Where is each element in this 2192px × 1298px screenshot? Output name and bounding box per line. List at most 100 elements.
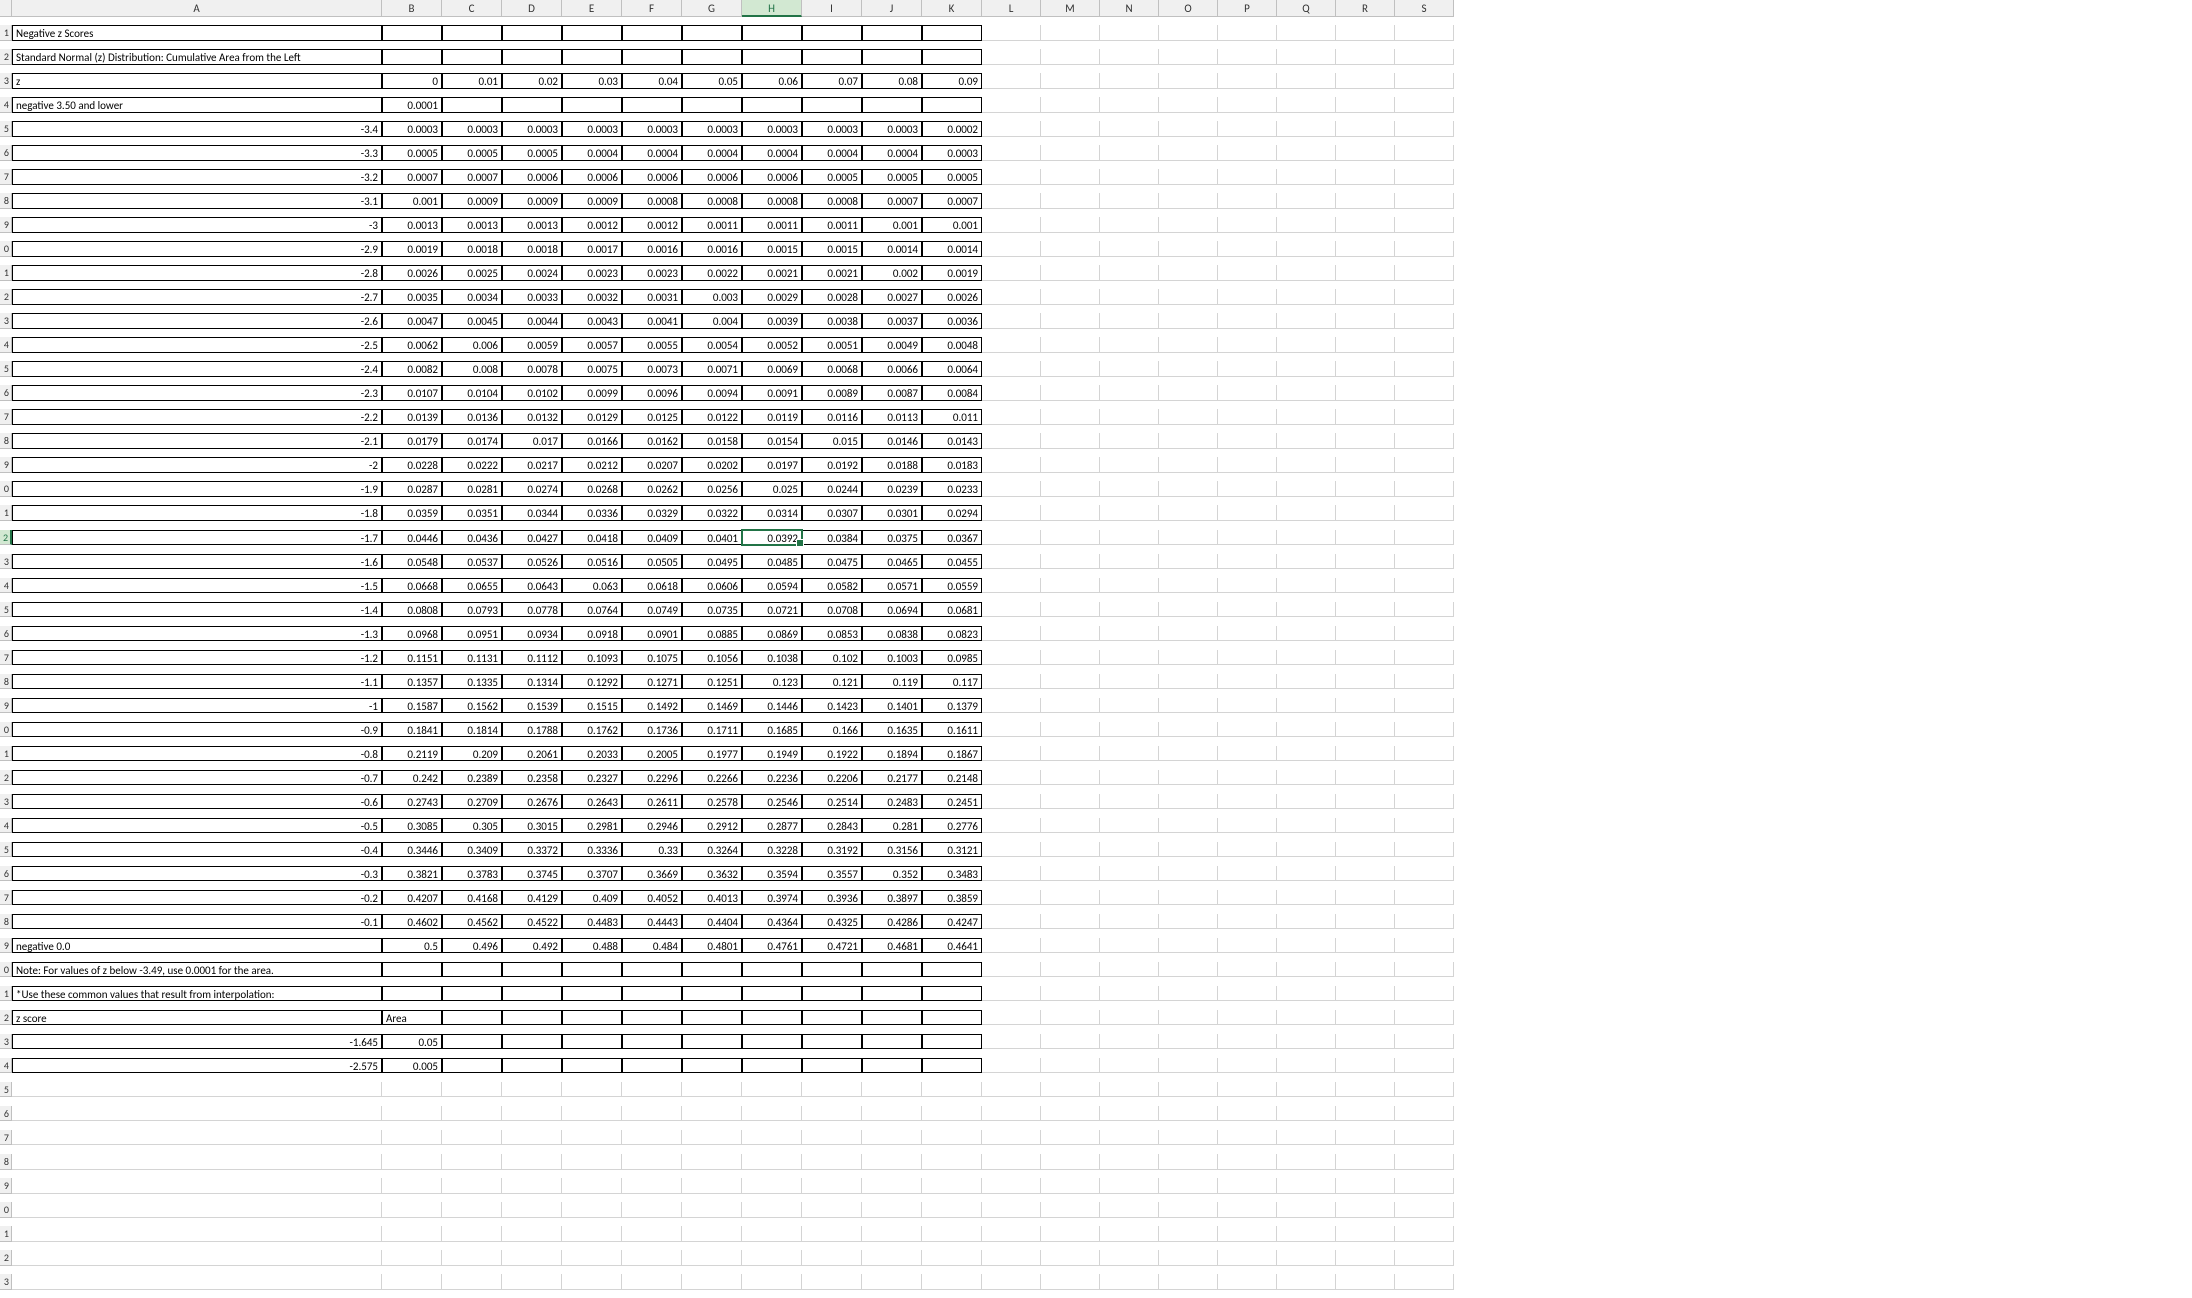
cell-C17[interactable]: 0.0136 — [442, 409, 502, 425]
cell-M32[interactable] — [1041, 770, 1100, 786]
cell-O24[interactable] — [1159, 578, 1218, 594]
cell-R34[interactable] — [1336, 818, 1395, 834]
cell-H27[interactable]: 0.1038 — [742, 650, 802, 666]
cell-I4[interactable] — [802, 97, 862, 113]
cell-M5[interactable] — [1041, 121, 1100, 137]
cell-D4[interactable] — [502, 97, 562, 113]
cell-M45[interactable] — [1041, 1082, 1100, 1098]
cell-E20[interactable]: 0.0268 — [562, 481, 622, 497]
cell-F3[interactable]: 0.04 — [622, 73, 682, 89]
cell-L47[interactable] — [982, 1130, 1041, 1146]
cell-S20[interactable] — [1395, 481, 1454, 497]
cell-E39[interactable]: 0.488 — [562, 938, 622, 954]
cell-B28[interactable]: 0.1357 — [382, 674, 442, 690]
cell-J40[interactable] — [862, 962, 922, 978]
cell-S2[interactable] — [1395, 49, 1454, 65]
cell-H16[interactable]: 0.0091 — [742, 385, 802, 401]
cell-N27[interactable] — [1100, 650, 1159, 666]
cell-D35[interactable]: 0.3372 — [502, 842, 562, 858]
cell-G50[interactable] — [682, 1202, 742, 1218]
cell-H32[interactable]: 0.2236 — [742, 770, 802, 786]
cell-O23[interactable] — [1159, 554, 1218, 570]
cell-G8[interactable]: 0.0008 — [682, 193, 742, 209]
cell-C50[interactable] — [442, 1202, 502, 1218]
cell-F37[interactable]: 0.4052 — [622, 890, 682, 906]
cell-L44[interactable] — [982, 1058, 1041, 1074]
cell-J37[interactable]: 0.3897 — [862, 890, 922, 906]
cell-J11[interactable]: 0.002 — [862, 265, 922, 281]
cell-B40[interactable] — [382, 962, 442, 978]
cell-D9[interactable]: 0.0013 — [502, 217, 562, 233]
cell-B39[interactable]: 0.5 — [382, 938, 442, 954]
row-header-53[interactable]: 3 — [0, 1274, 12, 1290]
cell-M34[interactable] — [1041, 818, 1100, 834]
cell-R38[interactable] — [1336, 914, 1395, 930]
row-header-27[interactable]: 7 — [0, 650, 12, 666]
cell-B44[interactable]: 0.005 — [382, 1058, 442, 1074]
cell-J24[interactable]: 0.0571 — [862, 578, 922, 594]
cell-K36[interactable]: 0.3483 — [922, 866, 982, 882]
cell-E52[interactable] — [562, 1250, 622, 1266]
cell-L23[interactable] — [982, 554, 1041, 570]
cell-O27[interactable] — [1159, 650, 1218, 666]
row-header-44[interactable]: 4 — [0, 1058, 12, 1074]
cell-C49[interactable] — [442, 1178, 502, 1194]
cell-O16[interactable] — [1159, 385, 1218, 401]
cell-Q31[interactable] — [1277, 746, 1336, 762]
cell-Q19[interactable] — [1277, 457, 1336, 473]
cell-R4[interactable] — [1336, 97, 1395, 113]
cell-E31[interactable]: 0.2033 — [562, 746, 622, 762]
cell-S10[interactable] — [1395, 241, 1454, 257]
cell-P18[interactable] — [1218, 433, 1277, 449]
cell-L22[interactable] — [982, 530, 1041, 546]
cell-P43[interactable] — [1218, 1034, 1277, 1050]
cell-N25[interactable] — [1100, 602, 1159, 618]
cell-I38[interactable]: 0.4325 — [802, 914, 862, 930]
cell-N38[interactable] — [1100, 914, 1159, 930]
cell-G34[interactable]: 0.2912 — [682, 818, 742, 834]
cell-D44[interactable] — [502, 1058, 562, 1074]
cell-M39[interactable] — [1041, 938, 1100, 954]
cell-N10[interactable] — [1100, 241, 1159, 257]
cell-L6[interactable] — [982, 145, 1041, 161]
cell-P24[interactable] — [1218, 578, 1277, 594]
cell-H12[interactable]: 0.0029 — [742, 289, 802, 305]
cell-C11[interactable]: 0.0025 — [442, 265, 502, 281]
cell-N23[interactable] — [1100, 554, 1159, 570]
cell-A52[interactable] — [12, 1250, 382, 1266]
row-header-39[interactable]: 9 — [0, 938, 12, 954]
cell-L9[interactable] — [982, 217, 1041, 233]
cell-S18[interactable] — [1395, 433, 1454, 449]
cell-J6[interactable]: 0.0004 — [862, 145, 922, 161]
cell-D21[interactable]: 0.0344 — [502, 505, 562, 521]
cell-I34[interactable]: 0.2843 — [802, 818, 862, 834]
cell-Q14[interactable] — [1277, 337, 1336, 353]
cell-D28[interactable]: 0.1314 — [502, 674, 562, 690]
cell-I11[interactable]: 0.0021 — [802, 265, 862, 281]
cell-B23[interactable]: 0.0548 — [382, 554, 442, 570]
cell-B5[interactable]: 0.0003 — [382, 121, 442, 137]
cell-D45[interactable] — [502, 1082, 562, 1098]
col-header-R[interactable]: R — [1336, 0, 1395, 17]
cell-H53[interactable] — [742, 1274, 802, 1290]
cell-L28[interactable] — [982, 674, 1041, 690]
cell-D7[interactable]: 0.0006 — [502, 169, 562, 185]
cell-I7[interactable]: 0.0005 — [802, 169, 862, 185]
cell-Q33[interactable] — [1277, 794, 1336, 810]
cell-A44[interactable]: -2.575 — [12, 1058, 382, 1074]
row-header-23[interactable]: 3 — [0, 554, 12, 570]
cell-B52[interactable] — [382, 1250, 442, 1266]
cell-K44[interactable] — [922, 1058, 982, 1074]
cell-R49[interactable] — [1336, 1178, 1395, 1194]
cell-P36[interactable] — [1218, 866, 1277, 882]
cell-N5[interactable] — [1100, 121, 1159, 137]
cell-I43[interactable] — [802, 1034, 862, 1050]
cell-E42[interactable] — [562, 1010, 622, 1026]
cell-D6[interactable]: 0.0005 — [502, 145, 562, 161]
cell-P8[interactable] — [1218, 193, 1277, 209]
cell-L52[interactable] — [982, 1250, 1041, 1266]
cell-R27[interactable] — [1336, 650, 1395, 666]
cell-E53[interactable] — [562, 1274, 622, 1290]
cell-E37[interactable]: 0.409 — [562, 890, 622, 906]
cell-J45[interactable] — [862, 1082, 922, 1098]
